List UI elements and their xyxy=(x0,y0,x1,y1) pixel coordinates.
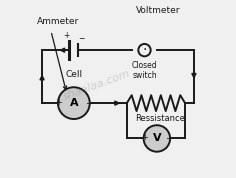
Circle shape xyxy=(144,125,170,152)
Text: A: A xyxy=(70,98,78,108)
Text: ·: · xyxy=(142,43,147,57)
Text: Voltmeter: Voltmeter xyxy=(136,6,181,15)
Text: −: − xyxy=(78,34,84,43)
Text: Ammeter: Ammeter xyxy=(37,17,79,26)
Text: +: + xyxy=(55,98,62,107)
Text: +: + xyxy=(141,133,148,142)
Text: Cell: Cell xyxy=(65,70,82,78)
Text: Closed
switch: Closed switch xyxy=(132,61,157,80)
Circle shape xyxy=(58,87,90,119)
Text: shaalaa.com: shaalaa.com xyxy=(62,69,132,102)
Text: −: − xyxy=(165,133,173,142)
Text: V: V xyxy=(152,134,161,143)
Text: −: − xyxy=(85,98,93,107)
Text: +: + xyxy=(63,31,70,40)
Text: Ressistance: Ressistance xyxy=(135,114,185,123)
